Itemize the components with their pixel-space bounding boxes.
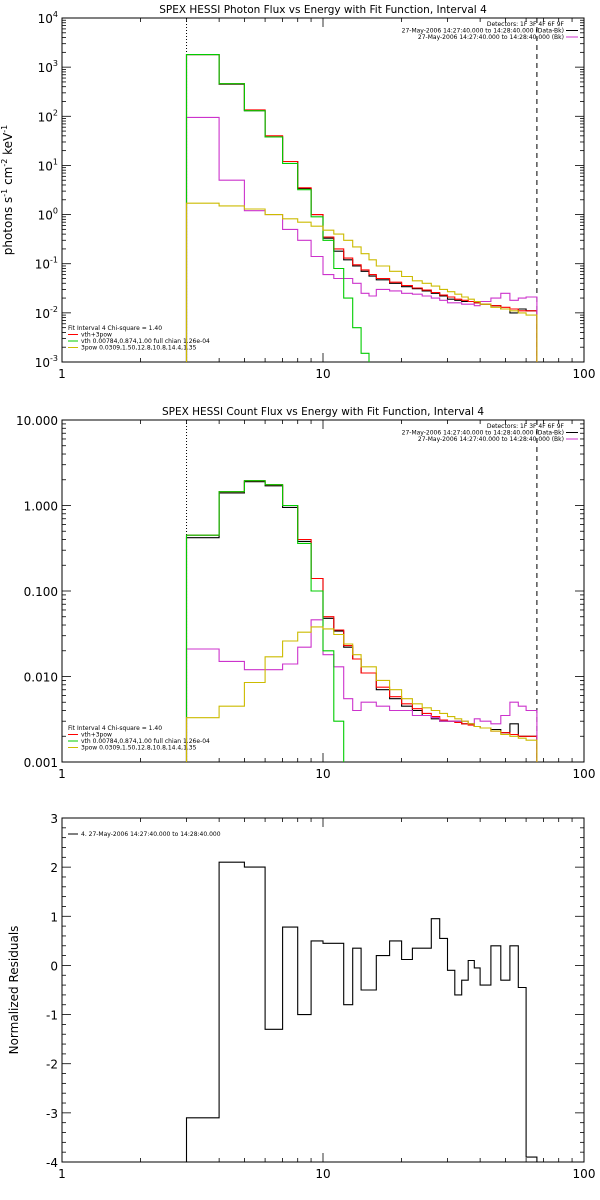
y-tick-label: 0.001 bbox=[24, 756, 58, 770]
header-text: 27-May-2006 14:27:40.000 to 14:28:40.000… bbox=[402, 28, 564, 35]
x-tick-label: 100 bbox=[573, 1167, 596, 1181]
legend-text: Fit Interval 4 Chi-square = 1.40 bbox=[68, 325, 162, 332]
legend-text: 3pow 0.0309,1.50,12.8,10.8,14.4,1.35 bbox=[81, 745, 197, 752]
y-tick-label: 10-1 bbox=[35, 256, 58, 272]
legend-text: 4. 27-May-2006 14:27:40.000 to 14:28:40.… bbox=[81, 831, 221, 838]
y-tick-label: 104 bbox=[38, 10, 58, 26]
chart-panel-2: SPEX HESSI Count Flux vs Energy with Fit… bbox=[16, 406, 596, 781]
y-tick-label: 0 bbox=[50, 959, 58, 973]
series-total bbox=[185, 54, 538, 362]
header-text: Detectors: 1F 3F 4F 6F 9F bbox=[487, 423, 565, 430]
y-tick-label: 2 bbox=[50, 861, 58, 875]
x-tick-label: 100 bbox=[573, 367, 596, 381]
chart-title: SPEX HESSI Count Flux vs Energy with Fit… bbox=[162, 406, 484, 418]
legend-text: 3pow 0.0309,1.50,12.8,10.8,14.4,1.35 bbox=[81, 345, 197, 352]
y-tick-label: -4 bbox=[46, 1156, 58, 1170]
series-data bbox=[185, 481, 538, 762]
chart-panel-3: 1 10 100 -4 -3 -2 -1 0 1 2 3 Normalized Residuals 4.… bbox=[7, 812, 595, 1181]
plot-frame bbox=[61, 817, 585, 1163]
legend-text: vth+3pow bbox=[81, 732, 112, 739]
x-tick-label: 1 bbox=[58, 767, 66, 781]
header-text: 27-May-2006 14:27:40.000 to 14:28:40.000… bbox=[418, 34, 564, 41]
y-tick-label: 1 bbox=[50, 910, 58, 924]
y-tick-label: -2 bbox=[46, 1058, 58, 1072]
y-tick-label: 10-3 bbox=[35, 354, 58, 370]
series-data bbox=[185, 54, 538, 362]
x-tick-label: 100 bbox=[573, 767, 596, 781]
y-tick-label: -3 bbox=[46, 1107, 58, 1121]
y-tick-label: 101 bbox=[38, 157, 58, 173]
header-text: 27-May-2006 14:27:40.000 to 14:28:40.000… bbox=[418, 436, 564, 443]
header-text: Detectors: 1F 3F 4F 6F 9F bbox=[487, 21, 565, 28]
header-text: 27-May-2006 14:27:40.000 to 14:28:40.000… bbox=[402, 430, 564, 437]
series-total bbox=[185, 480, 538, 762]
series-vth bbox=[185, 480, 538, 762]
y-axis-label: Normalized Residuals bbox=[7, 926, 21, 1055]
legend-text: Fit Interval 4 Chi-square = 1.40 bbox=[68, 725, 162, 732]
series-residuals bbox=[185, 861, 538, 1162]
series-vth bbox=[185, 54, 538, 362]
legend-text: vth+3pow bbox=[81, 332, 112, 339]
legend-text: vth 0.00784,0.874,1.00 full chian 1.26e-… bbox=[81, 738, 210, 745]
legend-text: vth 0.00784,0.874,1.00 full chian 1.26e-… bbox=[81, 338, 210, 345]
y-tick-label: 102 bbox=[38, 108, 58, 124]
y-tick-label: 1.000 bbox=[24, 500, 58, 514]
series-3pow bbox=[185, 626, 538, 762]
x-tick-label: 1 bbox=[58, 1167, 66, 1181]
x-tick-label: 10 bbox=[315, 367, 330, 381]
chart-title: SPEX HESSI Photon Flux vs Energy with Fi… bbox=[159, 4, 487, 16]
x-tick-label: 1 bbox=[58, 367, 66, 381]
x-tick-label: 10 bbox=[315, 767, 330, 781]
series-3pow bbox=[185, 202, 538, 362]
y-tick-label: 103 bbox=[38, 59, 58, 75]
y-tick-label: -1 bbox=[46, 1009, 58, 1023]
series-background bbox=[185, 619, 538, 762]
y-axis-label: photons s-1 cm-2 keV-1 bbox=[0, 125, 15, 256]
y-tick-label: 100 bbox=[38, 207, 58, 223]
y-tick-label: 3 bbox=[50, 812, 58, 826]
y-tick-label: 0.100 bbox=[24, 585, 58, 599]
series-background bbox=[185, 116, 538, 362]
y-tick-label: 0.010 bbox=[24, 671, 58, 685]
plot-frame bbox=[61, 17, 585, 363]
x-tick-label: 10 bbox=[315, 1167, 330, 1181]
chart-panel-1: SPEX HESSI Photon Flux vs Energy with Fi… bbox=[0, 4, 596, 381]
y-tick-label: 10.000 bbox=[16, 414, 58, 428]
y-tick-label: 10-2 bbox=[35, 305, 58, 321]
